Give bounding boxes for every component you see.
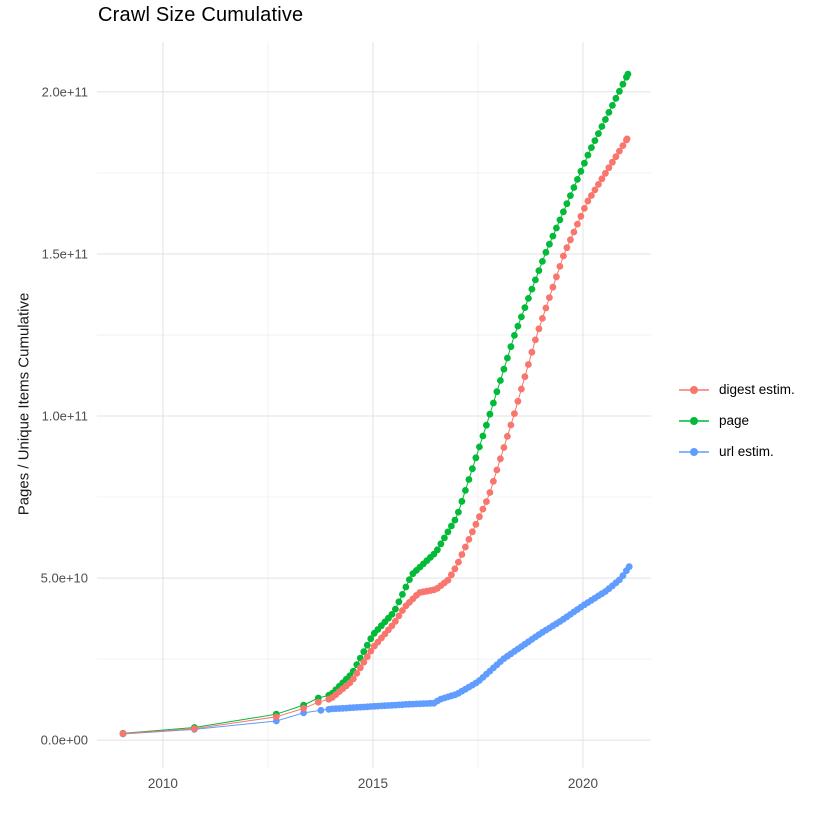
series-digest-estim- <box>119 135 631 737</box>
y-axis-title: Pages / Unique Items Cumulative <box>15 292 33 516</box>
y-tick-label: 5.0e+10 <box>41 571 88 586</box>
legend-label: digest estim. <box>719 382 795 397</box>
legend-label: url estim. <box>719 444 774 459</box>
legend-item-page: page <box>678 410 795 431</box>
gridlines-minor <box>97 42 651 768</box>
legend-item-digest-estim-: digest estim. <box>678 379 795 400</box>
axis-tick-labels: 0.0e+00 5.0e+10 1.0e+11 1.5e+11 2.0e+11 2010 2… <box>41 84 598 791</box>
legend-key-icon <box>679 416 709 425</box>
y-tick-label: 1.5e+11 <box>42 246 88 261</box>
legend-label: page <box>719 413 750 428</box>
y-tick-label: 0.0e+00 <box>41 733 88 748</box>
x-tick-label: 2020 <box>568 776 598 791</box>
legend: digest estim. page url estim. <box>678 379 795 462</box>
legend-key-icon <box>679 447 709 456</box>
x-tick-label: 2010 <box>148 776 178 791</box>
legend-item-url-estim-: url estim. <box>678 441 795 462</box>
y-tick-label: 1.0e+11 <box>42 409 88 424</box>
series-page <box>119 70 632 737</box>
x-tick-label: 2015 <box>358 776 388 791</box>
chart-title: Crawl Size Cumulative <box>98 4 304 26</box>
legend-key-icon <box>679 385 709 394</box>
series-url-estim- <box>119 563 633 738</box>
y-tick-label: 2.0e+11 <box>42 84 88 99</box>
